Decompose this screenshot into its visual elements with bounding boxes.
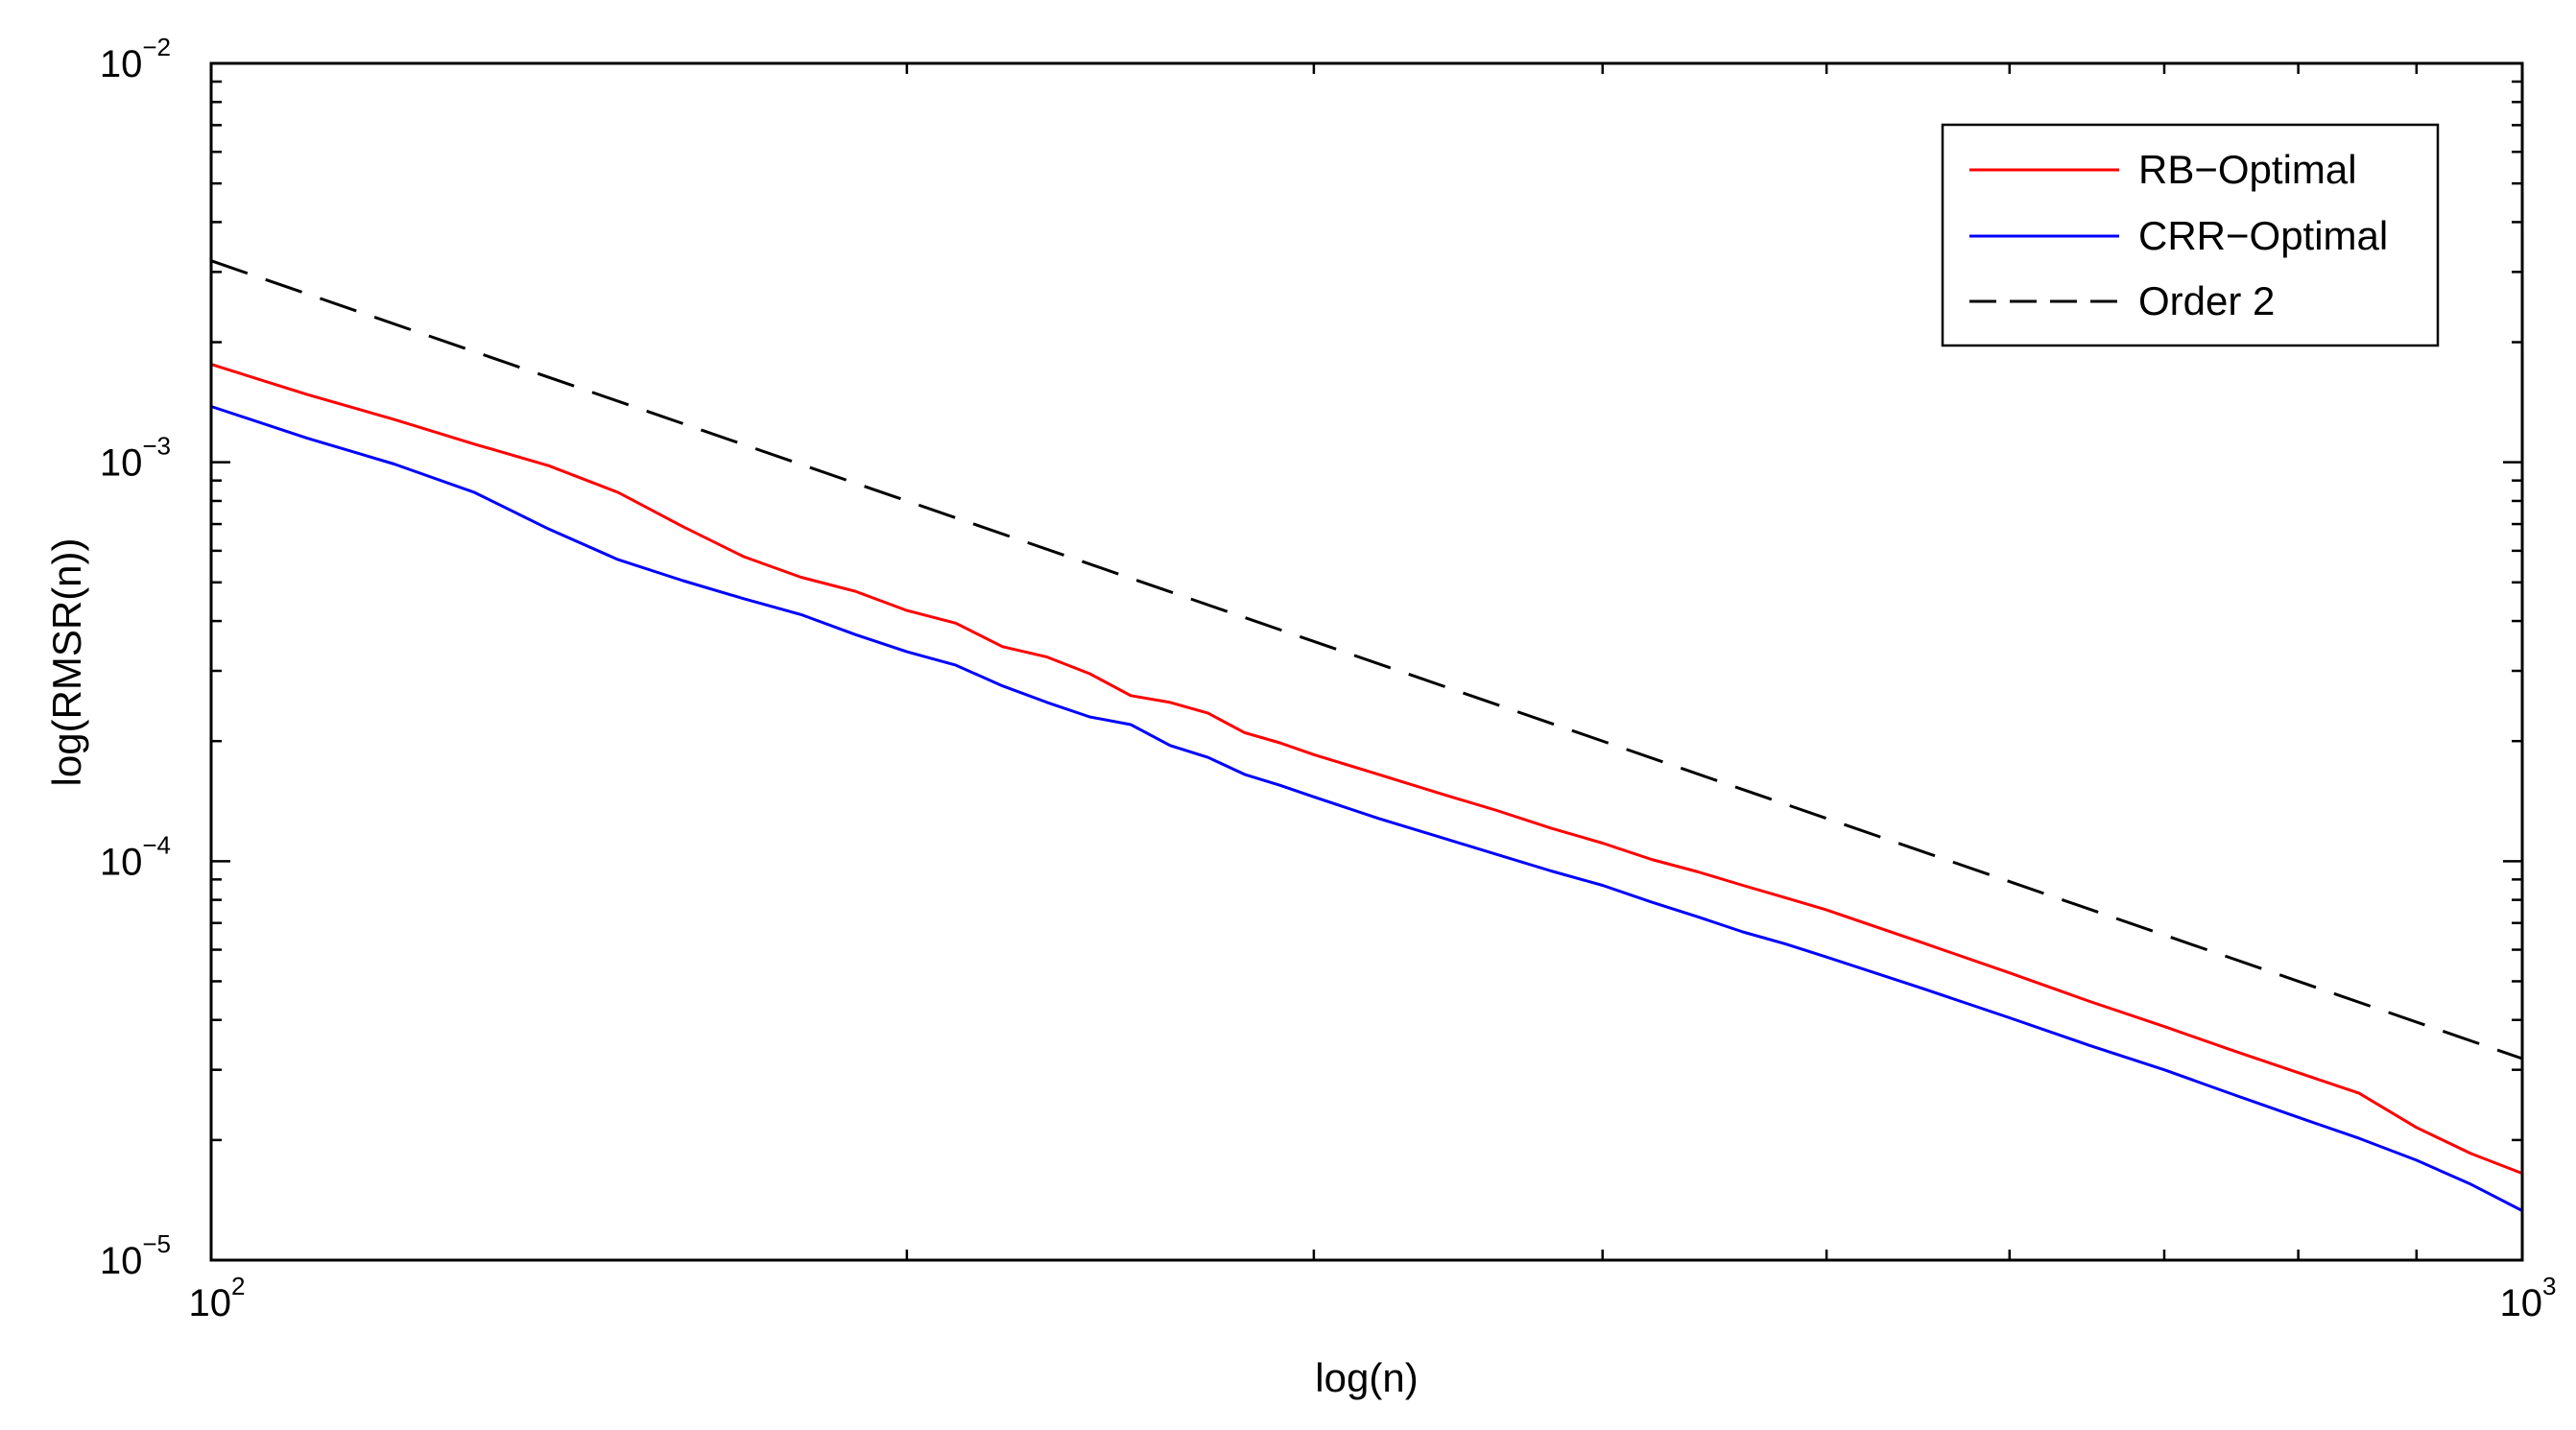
y-tick-label: 10−5 xyxy=(100,1229,171,1282)
y-tick-label-base: 10 xyxy=(100,841,143,883)
x-tick-label: 102 xyxy=(189,1272,246,1324)
ticks-layer xyxy=(209,61,2524,1262)
x-tick-label: 103 xyxy=(2500,1272,2557,1324)
x-tick-label-base: 10 xyxy=(2500,1282,2543,1324)
legend-label-rb-optimal: RB−Optimal xyxy=(2138,147,2357,192)
x-tick-label-exponent: 2 xyxy=(231,1272,245,1300)
y-tick-label: 10−2 xyxy=(100,33,171,85)
x-tick-label-base: 10 xyxy=(189,1282,232,1324)
y-tick-label-base: 10 xyxy=(100,43,143,85)
series-layer xyxy=(210,259,2523,1212)
y-tick-label-base: 10 xyxy=(100,442,143,485)
y-tick-label: 10−4 xyxy=(100,830,171,883)
y-tick-label-exponent: −4 xyxy=(142,830,171,859)
y-tick-label-exponent: −5 xyxy=(142,1229,171,1258)
series-line-order-2 xyxy=(210,259,2523,1061)
y-tick-label-exponent: −2 xyxy=(142,33,171,61)
legend-label-order-2: Order 2 xyxy=(2138,278,2275,323)
plot-frame xyxy=(209,61,2524,1262)
x-axis-label: log(n) xyxy=(1315,1355,1418,1400)
series-line-rb-optimal xyxy=(210,363,2523,1175)
y-tick-label: 10−3 xyxy=(100,432,171,485)
y-axis-label: log(RMSR(n)) xyxy=(44,537,89,786)
legend-label-crr-optimal: CRR−Optimal xyxy=(2138,213,2388,258)
x-tick-label-exponent: 3 xyxy=(2542,1272,2556,1300)
y-tick-label-exponent: −3 xyxy=(142,432,171,461)
y-tick-label-base: 10 xyxy=(100,1240,143,1282)
series-line-crr-optimal xyxy=(210,405,2523,1212)
legend: RB−Optimal CRR−Optimal Order 2 xyxy=(1941,123,2440,347)
